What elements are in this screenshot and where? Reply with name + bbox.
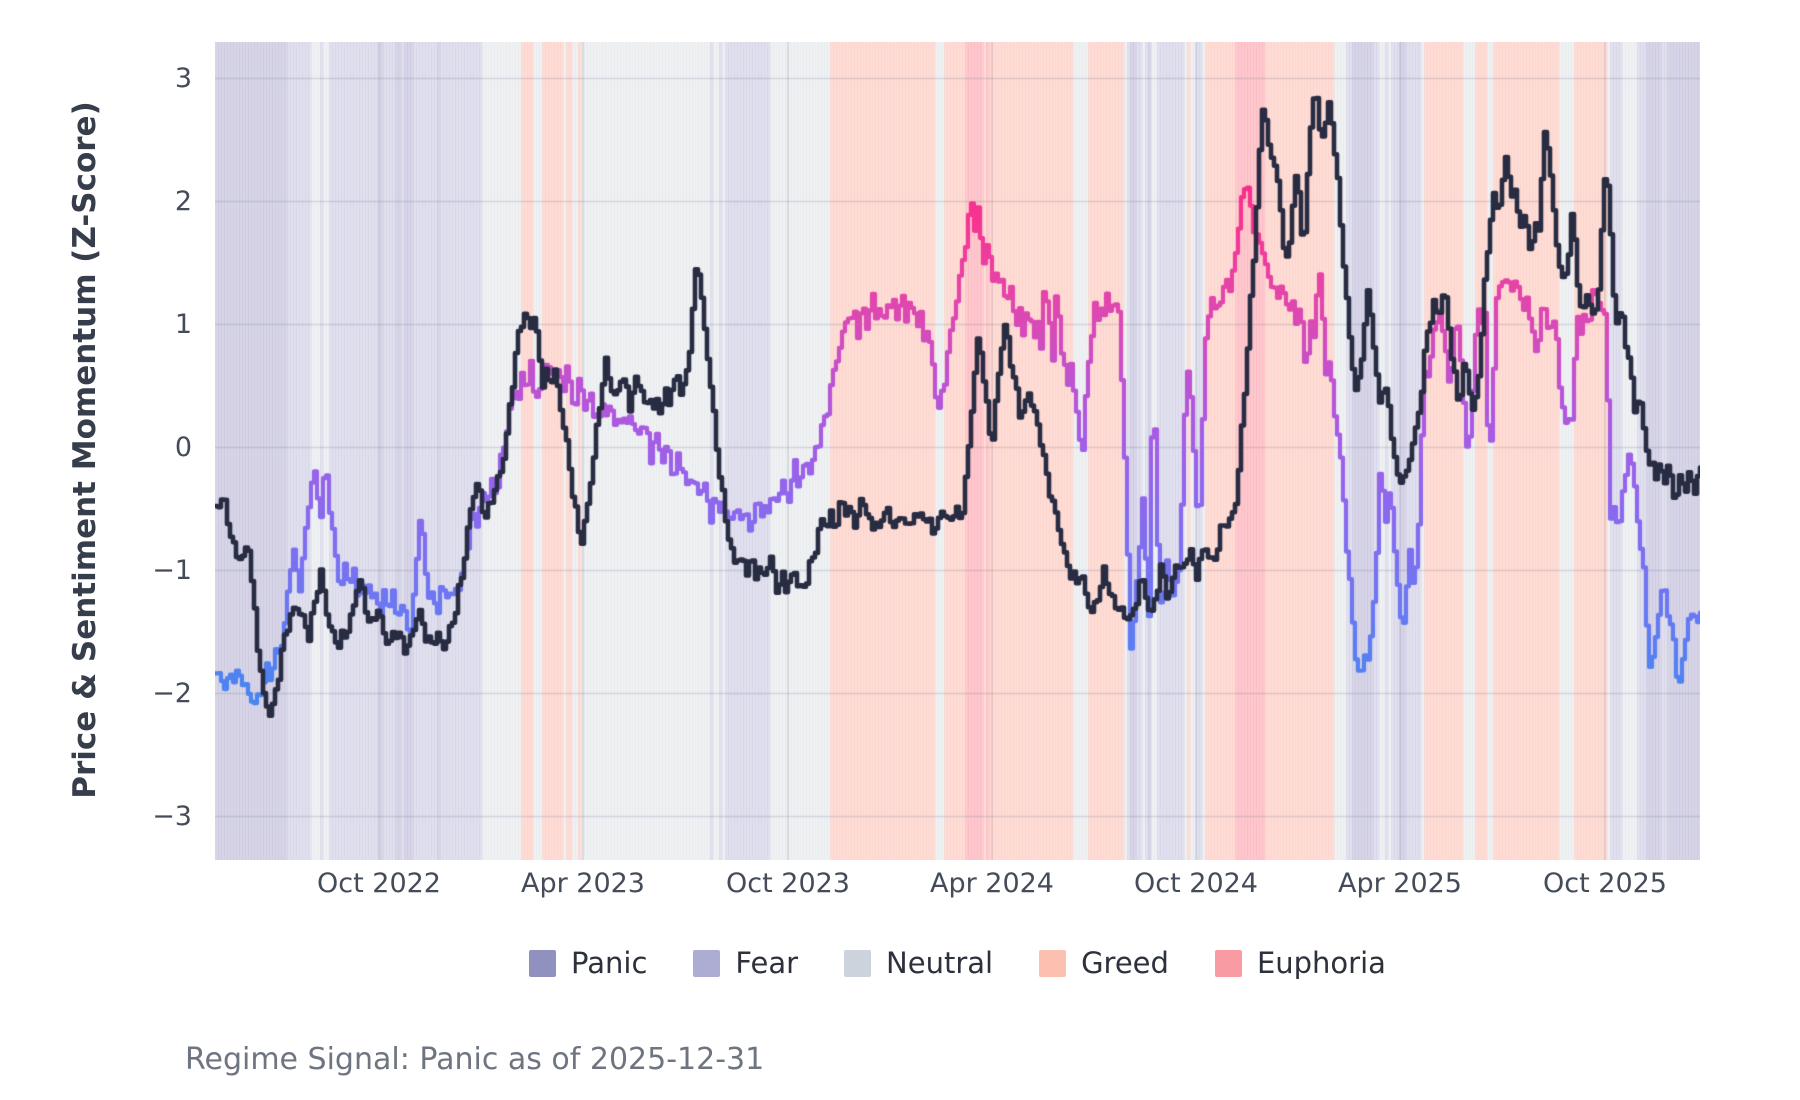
x-tick-label: Oct 2023 [726,868,850,899]
legend-swatch-icon [1039,949,1067,977]
regime-signal-caption: Regime Signal: Panic as of 2025-12-31 [185,1042,765,1077]
legend-swatch-icon [693,949,721,977]
y-tick-label: −3 [152,800,192,832]
legend-swatch-icon [1214,949,1242,977]
legend-swatch-icon [529,949,557,977]
legend-item-euphoria: Euphoria [1214,946,1386,980]
y-axis-title: Price & Sentiment Momentum (Z-Score) [67,101,103,799]
legend-label: Euphoria [1256,946,1386,980]
legend-item-greed: Greed [1039,946,1169,980]
x-tick-label: Oct 2022 [317,868,441,899]
legend-item-neutral: Neutral [844,946,993,980]
x-tick-label: Apr 2025 [1337,868,1462,899]
legend-item-panic: Panic [529,946,647,980]
y-tick-label: 3 [174,62,192,94]
legend-swatch-icon [844,949,872,977]
y-tick-label: −1 [152,554,192,586]
legend-label: Panic [571,946,648,980]
legend-label: Fear [735,946,799,980]
plot-canvas [215,42,1700,860]
y-tick-label: −2 [152,677,192,709]
y-tick-label: 0 [174,431,192,463]
x-tick-label: Apr 2023 [520,868,645,899]
legend-label: Greed [1081,946,1169,980]
y-tick-label: 2 [174,185,192,217]
x-tick-label: Oct 2024 [1134,868,1258,899]
legend-label: Neutral [886,946,994,980]
x-tick-label: Apr 2024 [929,868,1054,899]
x-tick-label: Oct 2025 [1543,868,1667,899]
regime-legend: Panic Fear Neutral Greed Euphoria [215,946,1700,980]
y-tick-label: 1 [174,308,192,340]
legend-item-fear: Fear [693,946,798,980]
